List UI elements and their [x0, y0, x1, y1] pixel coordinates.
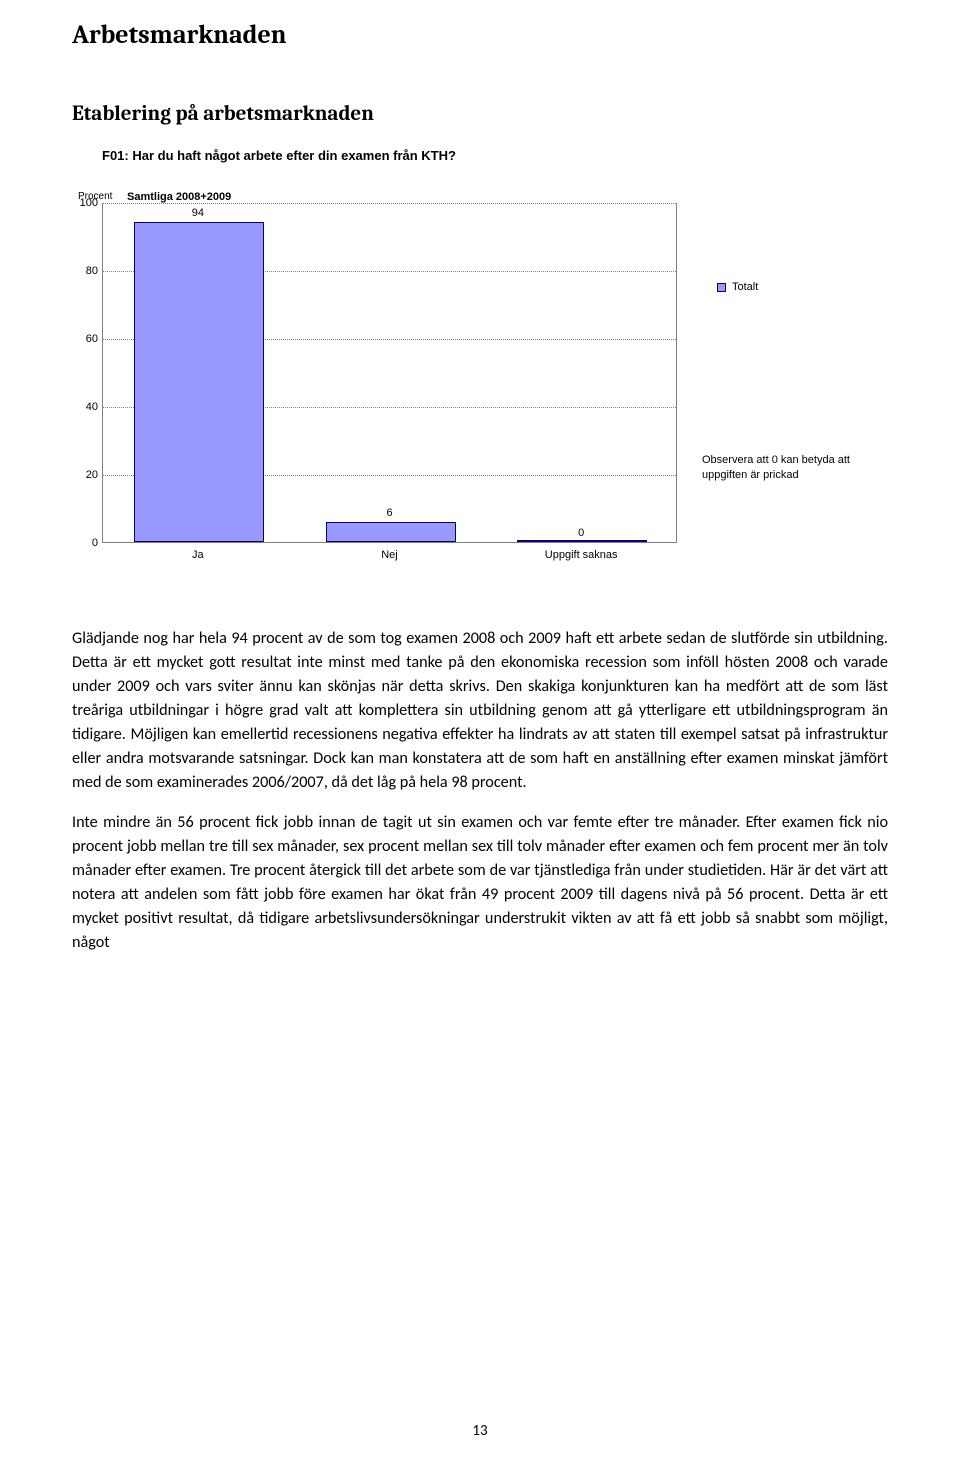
chart-title: F01: Har du haft något arbete efter din …: [102, 148, 888, 163]
y-tick-label: 0: [74, 537, 98, 549]
bar-value-label: 0: [578, 527, 584, 539]
bar-value-label: 94: [192, 207, 204, 219]
page-number: 13: [472, 1422, 487, 1440]
legend-swatch: [717, 283, 726, 292]
chart-bar: [326, 522, 456, 542]
y-tick-label: 60: [74, 333, 98, 345]
chart-note: Observera att 0 kan betyda att uppgiften…: [702, 453, 892, 483]
bar-chart: Procent Samtliga 2008+2009 020406080100 …: [72, 191, 892, 591]
x-tick-label: Uppgift saknas: [545, 549, 618, 561]
chart-bar: [517, 540, 647, 542]
y-tick-label: 100: [74, 197, 98, 209]
section-title: Etablering på arbetsmarknaden: [72, 102, 888, 126]
legend-label: Totalt: [732, 281, 758, 293]
y-tick-label: 80: [74, 265, 98, 277]
chart-bar: [134, 222, 264, 542]
gridline: [103, 203, 676, 204]
y-tick-label: 20: [74, 469, 98, 481]
body-paragraph: Inte mindre än 56 procent fick jobb inna…: [72, 811, 888, 955]
body-paragraph: Glädjande nog har hela 94 procent av de …: [72, 627, 888, 795]
bar-value-label: 6: [386, 507, 392, 519]
page-title: Arbetsmarknaden: [72, 20, 888, 50]
x-tick-label: Ja: [192, 549, 204, 561]
chart-series-title: Samtliga 2008+2009: [127, 191, 231, 203]
y-tick-label: 40: [74, 401, 98, 413]
plot-area: [102, 203, 677, 543]
x-tick-label: Nej: [381, 549, 398, 561]
chart-legend: Totalt: [717, 281, 758, 293]
